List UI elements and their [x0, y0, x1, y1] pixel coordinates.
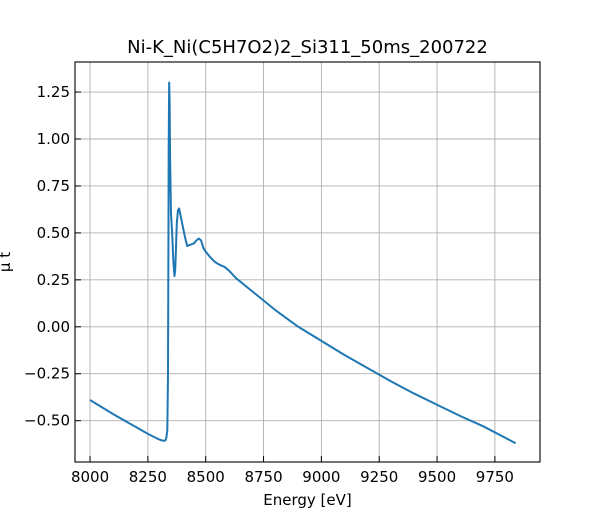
y-tick-label: 0.50 — [37, 224, 70, 242]
plot-area — [89, 81, 517, 445]
x-axis-label: Energy [eV] — [263, 491, 351, 509]
x-tick-label: 9500 — [418, 468, 456, 486]
y-tick-label: −0.25 — [24, 365, 70, 383]
y-tick-label: 1.25 — [37, 83, 70, 101]
y-tick-label: 0.00 — [37, 318, 70, 336]
x-tick-label: 9250 — [360, 468, 398, 486]
x-tick-label: 8250 — [129, 468, 167, 486]
y-tick-label: 0.25 — [37, 271, 70, 289]
x-tick-label: 8750 — [244, 468, 282, 486]
y-tick-label: −0.50 — [24, 412, 70, 430]
ticks: 8000 8250 8500 8750 9000 9250 9500 9750 −0.50 −0.… — [24, 83, 514, 486]
y-tick-label: 0.75 — [37, 177, 70, 195]
x-tick-label: 8500 — [187, 468, 225, 486]
series-line — [89, 81, 517, 445]
y-axis-label: μ t — [0, 252, 14, 272]
x-tick-label: 9000 — [302, 468, 340, 486]
y-tick-label: 1.00 — [37, 130, 70, 148]
chart-title: Ni-K_Ni(C5H7O2)2_Si311_50ms_200722 — [127, 37, 488, 58]
grid — [75, 62, 540, 462]
axes-frame — [74, 61, 541, 463]
x-tick-label: 8000 — [71, 468, 109, 486]
x-tick-label: 9750 — [476, 468, 514, 486]
